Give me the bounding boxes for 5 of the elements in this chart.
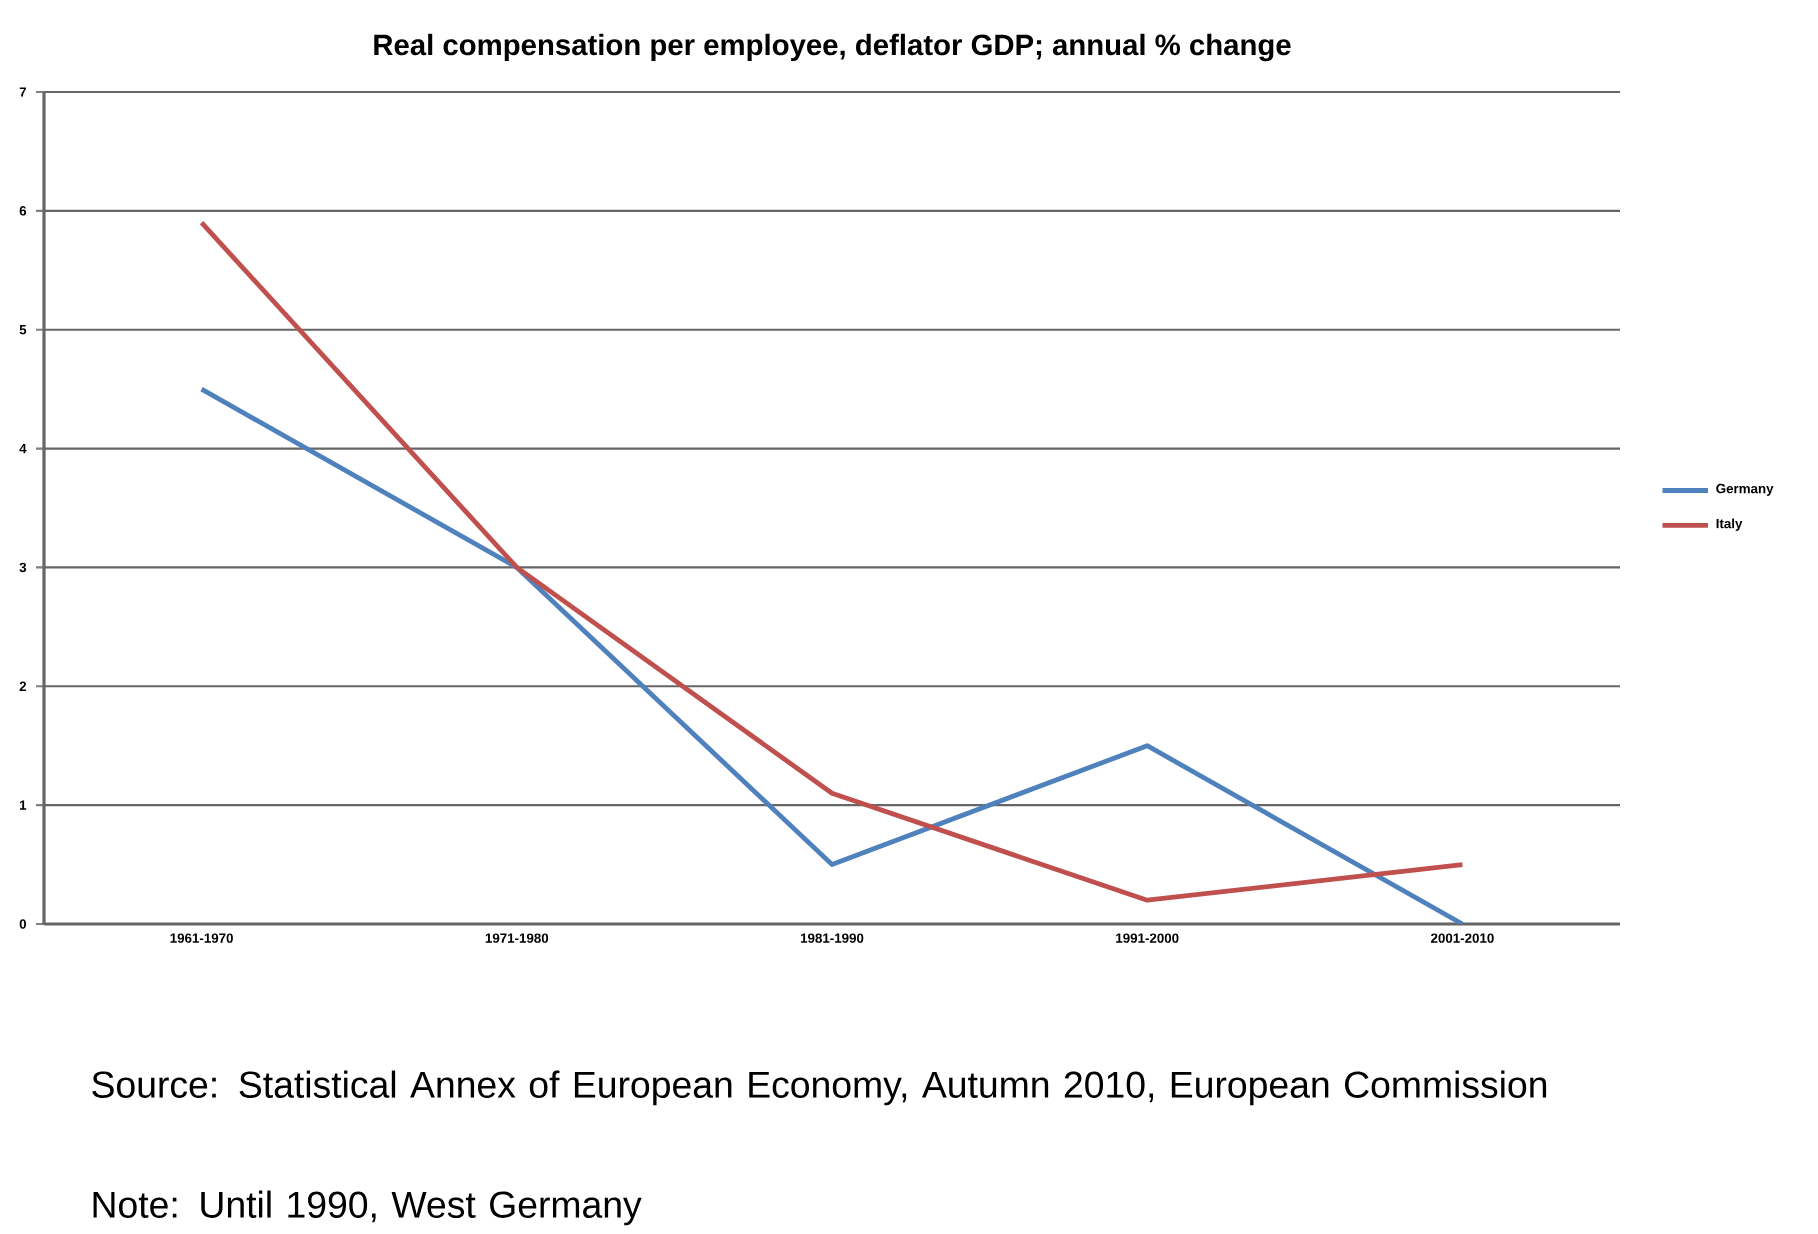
- chart-title: Real compensation per employee, deflator GDP; annual % change: [374, 33, 1291, 62]
- text: Note: Until 1990, West Germany: [93, 1190, 642, 1226]
- line-series: [199, 386, 1465, 924]
- source-note: Source: Statistical Annex of European Economy, Autumn 2010, European Commission: [92, 1070, 1547, 1106]
- line-series: [199, 220, 1465, 903]
